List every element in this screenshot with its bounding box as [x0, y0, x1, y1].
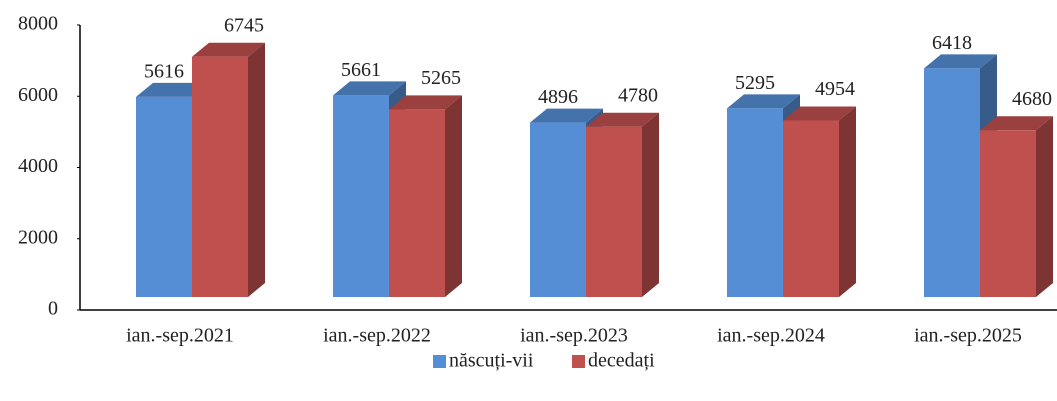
y-tick-label: 0: [48, 298, 58, 320]
x-tick-label: ian.-sep.2022: [323, 325, 431, 347]
bar: [136, 96, 192, 298]
value-label: 4954: [815, 78, 855, 100]
bar: [727, 108, 783, 297]
bar-top: [333, 81, 406, 96]
value-label: 5295: [735, 72, 775, 94]
legend-swatch: [572, 355, 585, 368]
y-tick-label: 4000: [18, 155, 58, 177]
bar-top: [727, 94, 800, 109]
bar-top: [530, 108, 603, 123]
value-label: 5616: [144, 61, 184, 83]
bar: [586, 126, 642, 298]
bar-top: [924, 54, 997, 69]
bar: [783, 120, 839, 297]
bar-side: [642, 112, 659, 298]
y-tick-label: 2000: [18, 226, 58, 248]
bar: [924, 68, 980, 297]
bar-top: [192, 42, 265, 57]
value-label: 5265: [421, 67, 461, 89]
legend-label: născuți-vii: [449, 350, 534, 372]
value-label: 4780: [618, 84, 658, 106]
value-label: 6418: [932, 32, 972, 54]
value-label: 6745: [224, 14, 264, 36]
bar-side: [1036, 116, 1053, 298]
x-tick-label: ian.-sep.2021: [126, 325, 234, 347]
bar: [389, 109, 445, 297]
x-tick-label: ian.-sep.2023: [520, 325, 628, 347]
bar-side: [445, 95, 462, 297]
x-tick-label: ian.-sep.2024: [717, 325, 825, 347]
bar-top: [783, 106, 856, 121]
bar-top: [586, 112, 659, 127]
bar: [980, 130, 1036, 297]
bar-top: [980, 116, 1053, 131]
y-tick-label: 6000: [18, 84, 58, 106]
y-tick-label: 8000: [18, 13, 58, 35]
bar: [530, 122, 586, 297]
bar: [192, 56, 248, 297]
legend-swatch: [433, 355, 446, 368]
x-tick-label: ian.-sep.2025: [914, 325, 1022, 347]
legend-label: decedați: [588, 350, 655, 372]
value-label: 4896: [538, 86, 578, 108]
value-label: 4680: [1012, 88, 1052, 110]
bar-side: [248, 42, 265, 297]
value-label: 5661: [341, 59, 381, 81]
bar-top: [136, 82, 209, 97]
bar: [333, 95, 389, 297]
bar-side: [839, 106, 856, 297]
bar-top: [389, 95, 462, 110]
